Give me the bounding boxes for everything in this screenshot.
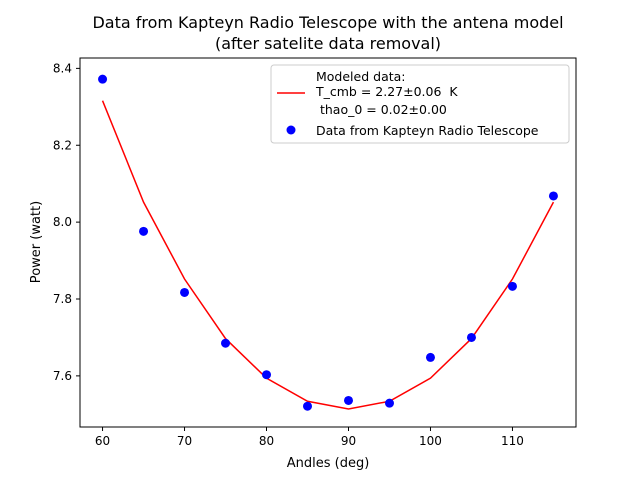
y-tick-label: 8.2 bbox=[53, 138, 72, 152]
data-point bbox=[180, 287, 190, 297]
model-line bbox=[101, 100, 555, 410]
data-point bbox=[262, 370, 272, 380]
data-point bbox=[425, 352, 435, 362]
y-tick-label: 7.6 bbox=[53, 369, 72, 383]
legend-model-line-3: thao_0 = 0.02±0.00 bbox=[316, 102, 447, 117]
data-point bbox=[139, 226, 149, 236]
data-point bbox=[98, 74, 108, 84]
x-axis: 60 70 80 90 100 110 bbox=[95, 427, 524, 448]
y-axis: 7.6 7.8 8.0 8.2 8.4 bbox=[53, 61, 80, 383]
y-tick-label: 8.0 bbox=[53, 215, 72, 229]
legend-box bbox=[270, 64, 570, 144]
data-point bbox=[344, 395, 353, 405]
legend-marker-swatch bbox=[286, 125, 296, 135]
y-axis-label: Power (watt) bbox=[29, 201, 44, 283]
data-point bbox=[303, 401, 312, 411]
x-tick-label: 60 bbox=[95, 434, 110, 448]
chart-subtitle: (after satelite data removal) bbox=[215, 34, 441, 53]
x-tick-label: 80 bbox=[259, 434, 274, 448]
x-tick-label: 90 bbox=[341, 434, 356, 448]
x-tick-label: 100 bbox=[419, 434, 442, 448]
data-point bbox=[466, 332, 476, 342]
legend-data-label: Data from Kapteyn Radio Telescope bbox=[316, 123, 539, 138]
legend-model-line-2: T_cmb = 2.27±0.06 K bbox=[315, 84, 458, 99]
data-point bbox=[384, 398, 394, 408]
x-tick-label: 70 bbox=[177, 434, 192, 448]
data-point bbox=[221, 338, 231, 348]
y-tick-label: 8.4 bbox=[53, 61, 72, 75]
data-point bbox=[548, 191, 558, 201]
axes-frame bbox=[79, 57, 577, 428]
x-axis-label: Andles (deg) bbox=[287, 456, 370, 471]
y-tick-label: 7.8 bbox=[53, 292, 72, 306]
chart-title: Data from Kapteyn Radio Telescope with t… bbox=[92, 13, 563, 32]
legend-model-line-1: Modeled data: bbox=[316, 69, 406, 84]
legend: Modeled data: T_cmb = 2.27±0.06 K thao_0… bbox=[270, 64, 570, 144]
plot-area bbox=[98, 74, 558, 411]
data-point bbox=[507, 281, 517, 291]
x-tick-label: 110 bbox=[501, 434, 524, 448]
